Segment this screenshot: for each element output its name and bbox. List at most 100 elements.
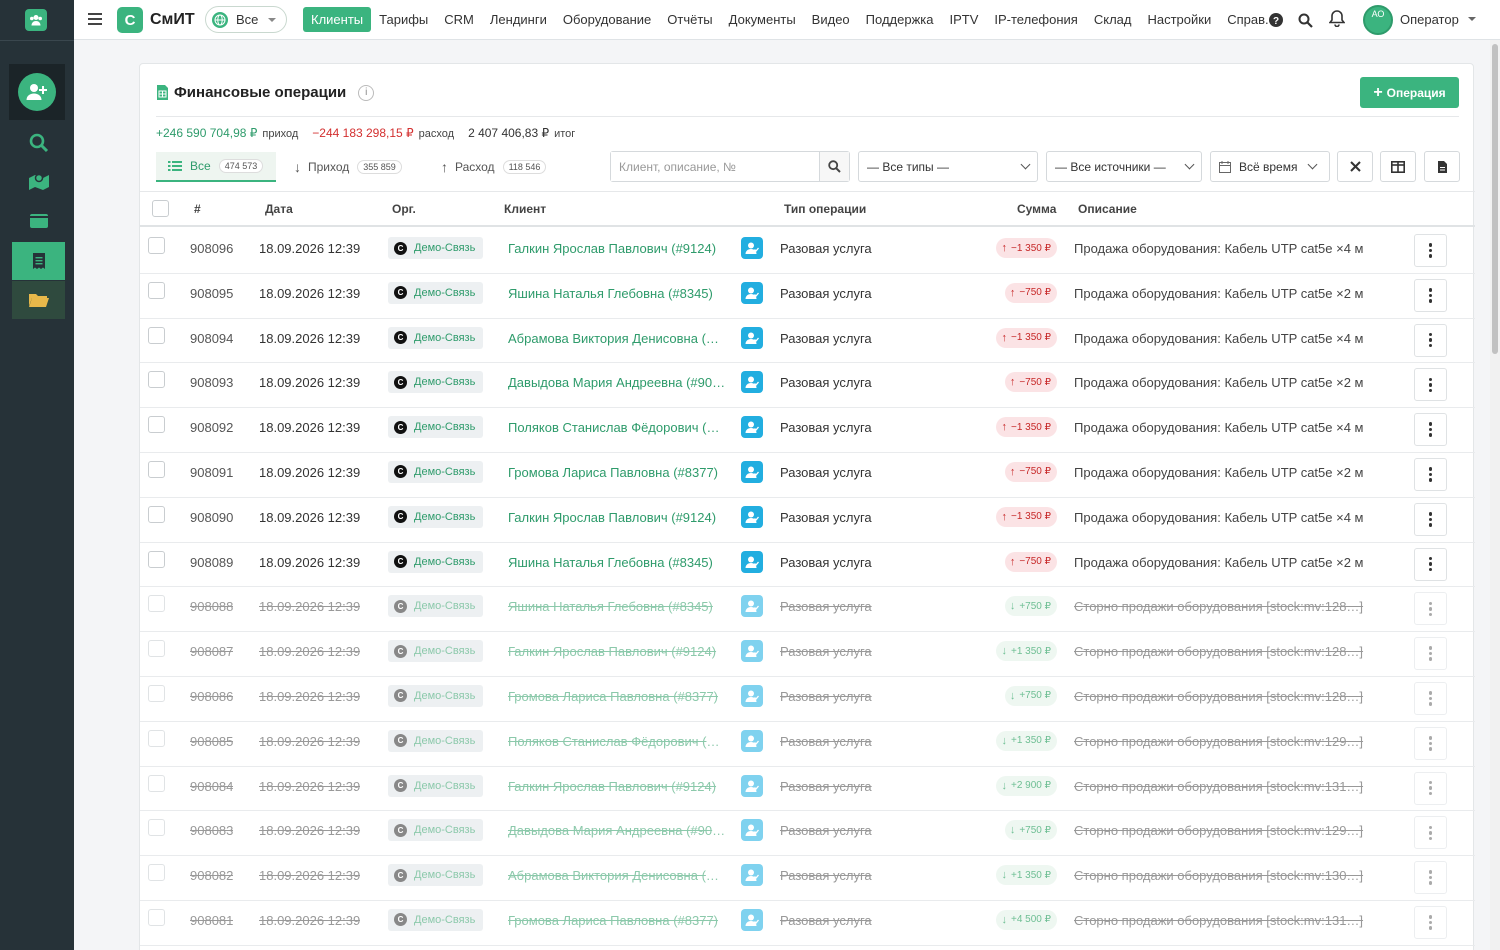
col-num[interactable]: # [194, 202, 201, 216]
row-menu-button[interactable] [1414, 234, 1447, 267]
org-badge[interactable]: С Демо-Связь [388, 416, 484, 439]
client-card-icon[interactable] [741, 729, 763, 752]
operation-id[interactable]: 908082 [190, 868, 234, 884]
nav-item-6[interactable]: Документы [728, 12, 796, 27]
client-card-icon[interactable] [741, 237, 763, 259]
table-row[interactable]: 908082 18.09.2026 12:39 С Демо-Связь Абрамов… [140, 856, 1475, 901]
operation-id[interactable]: 908088 [190, 599, 234, 615]
org-badge[interactable]: С Демо-Связь [388, 819, 484, 842]
client-card-icon[interactable] [741, 416, 763, 439]
row-menu-button[interactable] [1414, 726, 1447, 760]
client-link[interactable]: Яшина Наталья Глебовна (#8345) [508, 285, 713, 301]
org-badge[interactable]: С Демо-Связь [388, 550, 484, 573]
page-scrollbar[interactable] [1490, 40, 1500, 950]
table-row[interactable]: 908091 18.09.2026 12:39 С Демо-Связь Громова… [140, 453, 1475, 498]
row-menu-button[interactable] [1414, 502, 1447, 536]
org-badge[interactable]: С Демо-Связь [388, 371, 484, 394]
sidebar-map-button[interactable] [12, 163, 65, 201]
select-all-checkbox[interactable] [152, 200, 169, 217]
export-button[interactable] [1424, 151, 1460, 182]
client-card-icon[interactable] [741, 326, 763, 349]
search-button[interactable] [819, 152, 849, 181]
operation-id[interactable]: 908083 [190, 823, 234, 839]
client-link[interactable]: Яшина Наталья Глебовна (#8345) [508, 599, 713, 615]
source-filter-select[interactable]: — Все источники — [1046, 151, 1202, 182]
table-row[interactable]: 908083 18.09.2026 12:39 С Демо-Связь Давыдов… [140, 811, 1475, 857]
org-badge[interactable]: С Демо-Связь [388, 237, 484, 259]
sidebar-wallet-button[interactable] [12, 202, 65, 240]
sidebar-finance-button[interactable] [12, 242, 65, 280]
operation-id[interactable]: 908087 [190, 644, 234, 660]
sidebar-documents-button[interactable] [12, 281, 65, 319]
col-org[interactable]: Орг. [392, 202, 416, 216]
row-menu-button[interactable] [1414, 771, 1447, 805]
nav-item-13[interactable]: Справ. [1227, 12, 1269, 27]
row-checkbox[interactable] [148, 550, 165, 568]
org-badge[interactable]: С Демо-Связь [388, 864, 484, 887]
table-row[interactable]: 908090 18.09.2026 12:39 С Демо-Связь Галкин … [140, 498, 1475, 543]
client-link[interactable]: Громова Лариса Павловна (#8377) [508, 912, 719, 928]
client-link[interactable]: Абрамова Виктория Денисовна (#8512) [508, 868, 726, 884]
info-icon[interactable]: i [358, 84, 375, 101]
client-link[interactable]: Давыдова Мария Андреевна (#9021) [508, 823, 726, 839]
row-menu-button[interactable] [1414, 547, 1447, 581]
org-badge[interactable]: С Демо-Связь [388, 595, 484, 618]
row-checkbox[interactable] [148, 595, 165, 613]
col-sum[interactable]: Сумма [1017, 202, 1057, 216]
table-row[interactable]: 908085 18.09.2026 12:39 С Демо-Связь Поляков… [140, 722, 1475, 767]
client-link[interactable]: Абрамова Виктория Денисовна (#8512) [508, 330, 726, 346]
table-row[interactable]: 908084 18.09.2026 12:39 С Демо-Связь Галкин … [140, 767, 1475, 812]
operation-id[interactable]: 908089 [190, 554, 234, 570]
row-menu-button[interactable] [1414, 592, 1447, 626]
client-link[interactable]: Галкин Ярослав Павлович (#9124) [508, 644, 717, 660]
org-select[interactable]: Все [205, 6, 287, 33]
table-row[interactable]: 908086 18.09.2026 12:39 С Демо-Связь Громова… [140, 677, 1475, 722]
table-row[interactable]: 908081 18.09.2026 12:39 С Демо-Связь Громова… [140, 901, 1475, 946]
client-link[interactable]: Галкин Ярослав Павлович (#9124) [508, 241, 717, 256]
row-menu-button[interactable] [1414, 681, 1447, 715]
client-link[interactable]: Поляков Станислав Фёдорович (#8876) [508, 420, 726, 436]
row-checkbox[interactable] [148, 640, 165, 658]
nav-item-0[interactable]: Клиенты [303, 7, 372, 32]
row-checkbox[interactable] [148, 326, 165, 344]
client-link[interactable]: Яшина Наталья Глебовна (#8345) [508, 554, 713, 570]
table-row[interactable]: 908094 18.09.2026 12:39 С Демо-Связь Абрамов… [140, 319, 1475, 364]
client-card-icon[interactable] [741, 640, 763, 663]
client-link[interactable]: Галкин Ярослав Павлович (#9124) [508, 509, 717, 525]
client-link[interactable]: Галкин Ярослав Павлович (#9124) [508, 778, 717, 794]
client-card-icon[interactable] [741, 774, 763, 797]
row-checkbox[interactable] [148, 505, 165, 523]
client-card-icon[interactable] [741, 595, 763, 618]
row-menu-button[interactable] [1414, 323, 1447, 357]
org-badge[interactable]: С Демо-Связь [388, 281, 484, 304]
org-badge[interactable]: С Демо-Связь [388, 326, 484, 349]
client-card-icon[interactable] [741, 684, 763, 707]
table-row[interactable]: 908092 18.09.2026 12:39 С Демо-Связь Поляков… [140, 408, 1475, 453]
table-row[interactable]: 908096 18.09.2026 12:39 С Демо-Связь Галкин … [140, 229, 1475, 274]
operation-id[interactable]: 908085 [190, 733, 234, 749]
client-link[interactable]: Давыдова Мария Андреевна (#9021) [508, 375, 726, 391]
nav-item-7[interactable]: Видео [811, 12, 850, 27]
row-checkbox[interactable] [148, 416, 165, 434]
operation-id[interactable]: 908084 [190, 778, 234, 794]
time-filter-select[interactable]: Всё время [1210, 151, 1330, 182]
table-row[interactable]: 908088 18.09.2026 12:39 С Демо-Связь Яшина Н… [140, 587, 1475, 633]
row-checkbox[interactable] [148, 460, 165, 478]
row-checkbox[interactable] [148, 729, 165, 747]
row-menu-button[interactable] [1414, 905, 1447, 939]
type-filter-select[interactable]: — Все типы — [858, 151, 1038, 182]
bell-icon[interactable] [1328, 9, 1346, 27]
reset-filters-button[interactable] [1337, 151, 1373, 182]
org-badge[interactable]: С Демо-Связь [388, 774, 484, 797]
client-link[interactable]: Громова Лариса Павловна (#8377) [508, 464, 719, 480]
client-card-icon[interactable] [741, 550, 763, 573]
client-link[interactable]: Громова Лариса Павловна (#8377) [508, 688, 719, 704]
nav-item-11[interactable]: Склад [1093, 12, 1132, 27]
row-checkbox[interactable] [148, 908, 165, 926]
operation-id[interactable]: 908090 [190, 509, 234, 525]
row-checkbox[interactable] [148, 864, 165, 882]
col-date[interactable]: Дата [265, 202, 293, 216]
operation-id[interactable]: 908086 [190, 688, 234, 704]
operator-name[interactable]: Оператор [1400, 12, 1459, 27]
nav-item-2[interactable]: CRM [444, 12, 474, 27]
